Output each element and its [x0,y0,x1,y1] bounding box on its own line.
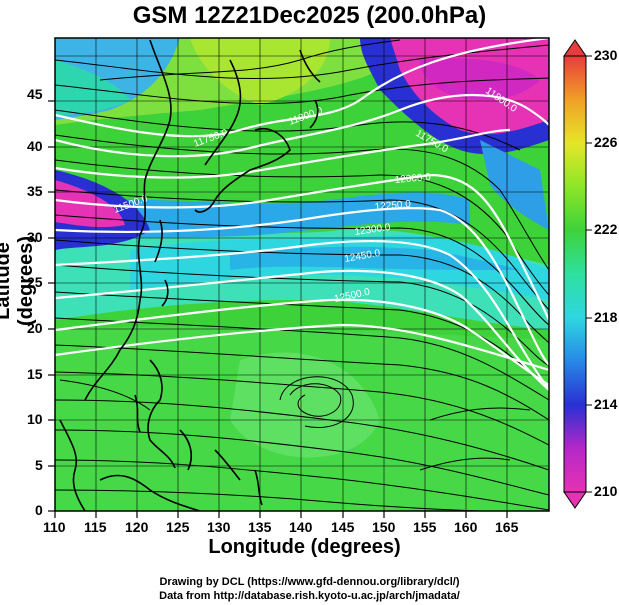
streamlines [55,39,549,511]
contour-label: 12250.0 [374,199,411,213]
colorbar-label: 210 [594,483,618,499]
x-tick-label: 115 [84,519,107,535]
colorbar-label: 214 [594,396,618,412]
contour-label: 12000.0 [394,172,431,186]
x-tick-label: 160 [454,519,478,535]
colorbar-label: 226 [594,134,618,150]
x-tick-label: 165 [495,519,519,535]
colorbar-label: 218 [594,309,618,325]
x-tick-label: 130 [207,519,231,535]
y-tick-label: 45 [27,86,43,102]
colorbar-label: 230 [594,47,618,63]
height-contours [55,38,549,391]
axis-ticks [48,100,508,518]
y-axis-label: Latitude (degrees) [0,235,37,327]
y-tick-label: 40 [27,138,43,154]
x-tick-label: 110 [43,519,66,535]
y-tick-label: 30 [27,229,43,245]
x-tick-label: 155 [413,519,437,535]
y-tick-label: 5 [35,457,43,473]
page-title: GSM 12Z21Dec2025 (200.0hPa) [132,2,487,29]
y-tick-label: 35 [27,183,43,199]
contour-label: 12300.0 [354,222,392,238]
x-tick-label: 125 [166,519,190,535]
coastlines [59,39,321,511]
x-axis-label-wrapper: Longitude (degrees) [0,536,619,559]
y-tick-label: 15 [27,366,43,382]
x-axis-label: Longitude (degrees) [208,536,401,558]
colorbar-max-arrow [563,39,587,57]
colorbar-min-arrow [563,491,587,509]
x-tick-label: 150 [372,519,396,535]
plot-frame [54,37,550,512]
credit-line-2: Data from http://database.rish.kyoto-u.a… [159,590,460,602]
colorbar [563,39,592,509]
y-tick-label: 10 [27,411,43,427]
y-tick-label: 20 [27,320,43,336]
credit-line-1: Drawing by DCL (https://www.gfd-dennou.o… [159,576,460,588]
x-tick-label: 135 [248,519,272,535]
y-tick-label: 0 [35,502,43,518]
x-tick-label: 145 [331,519,355,535]
x-tick-label: 140 [289,519,313,535]
colorbar-label: 222 [594,221,618,237]
x-tick-label: 120 [125,519,149,535]
y-tick-label: 25 [27,274,43,290]
